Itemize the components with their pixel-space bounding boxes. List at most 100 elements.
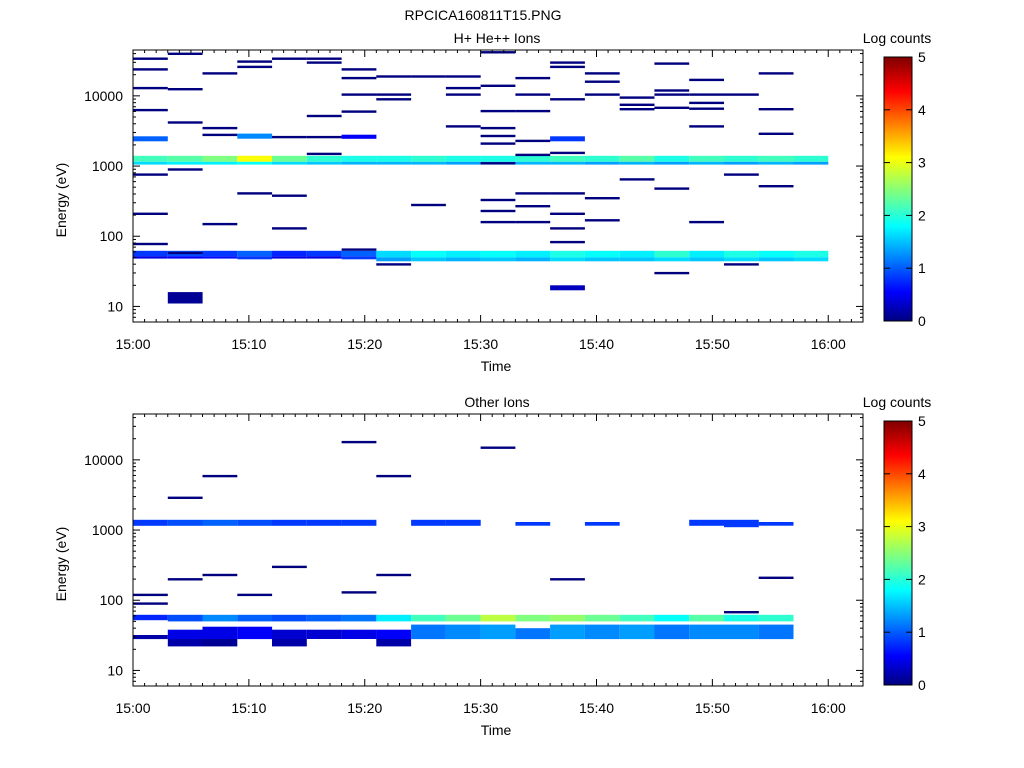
heatmap-cell xyxy=(689,161,724,165)
count-line xyxy=(341,248,377,251)
count-line xyxy=(133,108,168,112)
count-line xyxy=(133,602,168,605)
count-line xyxy=(619,178,655,181)
heatmap-cell xyxy=(341,161,377,165)
count-line xyxy=(689,93,724,96)
heatmap-cell xyxy=(445,257,481,262)
heatmap-cell xyxy=(445,155,481,162)
heatmap-cell xyxy=(758,522,794,526)
count-line xyxy=(376,263,412,266)
y-axis-label: Energy (eV) xyxy=(53,527,69,602)
count-line xyxy=(550,578,585,581)
heatmap-cell xyxy=(654,155,690,162)
count-line xyxy=(480,126,516,130)
count-line xyxy=(341,591,377,594)
heatmap-cell xyxy=(167,639,203,647)
heatmap-cell xyxy=(584,257,620,262)
heatmap-cell xyxy=(167,292,203,304)
heatmap-cell xyxy=(654,257,690,262)
heatmap-cell xyxy=(341,256,377,260)
x-axis-label: Time xyxy=(481,358,512,374)
count-line xyxy=(341,68,377,71)
heatmap-cell xyxy=(480,250,516,258)
heatmap-cell xyxy=(306,250,342,257)
count-line xyxy=(237,65,273,69)
panel-title: Other Ions xyxy=(464,394,529,410)
heatmap-cell xyxy=(237,614,273,622)
x-tick-label: 15:10 xyxy=(231,336,266,352)
count-line xyxy=(376,474,412,478)
heatmap-cell xyxy=(550,136,585,142)
count-line xyxy=(133,212,168,215)
count-line xyxy=(654,271,690,275)
heatmap-cell xyxy=(167,519,203,526)
heatmap-cell xyxy=(550,285,585,291)
heatmap-cell xyxy=(272,256,307,259)
count-line xyxy=(445,75,481,78)
count-line xyxy=(654,89,690,92)
count-line xyxy=(480,142,516,145)
heatmap-cell xyxy=(584,161,620,165)
plot-frame xyxy=(132,49,864,323)
heatmap-cell xyxy=(758,161,794,165)
panel-h-ions: H+ He++ Ions Log counts Time Energy (eV)… xyxy=(53,30,931,374)
heatmap-cell xyxy=(758,155,794,162)
heatmap-cell xyxy=(237,519,273,526)
heatmap-cell xyxy=(306,629,342,639)
heatmap-cell xyxy=(306,614,342,622)
count-line xyxy=(306,135,342,139)
colorbar-tick-label: 3 xyxy=(918,155,926,171)
y-tick-label: 10000 xyxy=(84,88,123,104)
count-line xyxy=(306,57,342,60)
count-line xyxy=(515,109,551,113)
count-line xyxy=(237,60,273,63)
heatmap-cell xyxy=(376,639,412,647)
heatmap-cell xyxy=(619,161,655,165)
heatmap-cell xyxy=(445,519,481,526)
heatmap-cell xyxy=(237,256,273,260)
heatmap-cell xyxy=(411,614,446,622)
heatmap-cell xyxy=(619,155,655,162)
colorbar-tick-label: 2 xyxy=(918,207,926,223)
heatmap-cell xyxy=(619,257,655,262)
count-line xyxy=(689,78,724,82)
count-line xyxy=(724,173,759,176)
heatmap-cell xyxy=(306,256,342,259)
heatmap-cell xyxy=(306,155,342,162)
count-line xyxy=(654,106,690,109)
heatmap-cell xyxy=(167,161,203,165)
count-line xyxy=(550,61,585,64)
heatmap-cell xyxy=(724,257,759,262)
count-line xyxy=(584,219,620,222)
x-tick-label: 16:00 xyxy=(811,336,846,352)
count-line xyxy=(445,86,481,90)
count-line xyxy=(619,108,655,111)
heatmap-cell xyxy=(758,257,794,262)
count-line xyxy=(341,93,377,96)
count-line xyxy=(376,573,412,577)
x-tick-label: 15:20 xyxy=(347,336,382,352)
plot-frame xyxy=(132,413,864,687)
count-line xyxy=(306,61,342,64)
count-line xyxy=(376,93,412,96)
count-line xyxy=(689,220,724,224)
heatmap-cell xyxy=(689,250,724,258)
heatmap-cell xyxy=(306,519,342,526)
heatmap-cell xyxy=(237,626,273,640)
count-line xyxy=(376,75,412,78)
heatmap-cell xyxy=(689,624,724,640)
heatmap-cell xyxy=(272,161,307,165)
count-line xyxy=(584,72,620,75)
heatmap-cell xyxy=(480,155,516,162)
count-line xyxy=(515,205,551,208)
heatmap-cell xyxy=(724,161,759,165)
count-line xyxy=(654,187,690,190)
count-line xyxy=(758,576,794,579)
y-tick-label: 100 xyxy=(100,228,124,244)
count-line xyxy=(480,220,516,224)
count-line xyxy=(480,109,516,113)
heatmap-cell xyxy=(202,614,238,622)
count-line xyxy=(550,65,585,69)
heatmap-cell xyxy=(793,155,829,162)
